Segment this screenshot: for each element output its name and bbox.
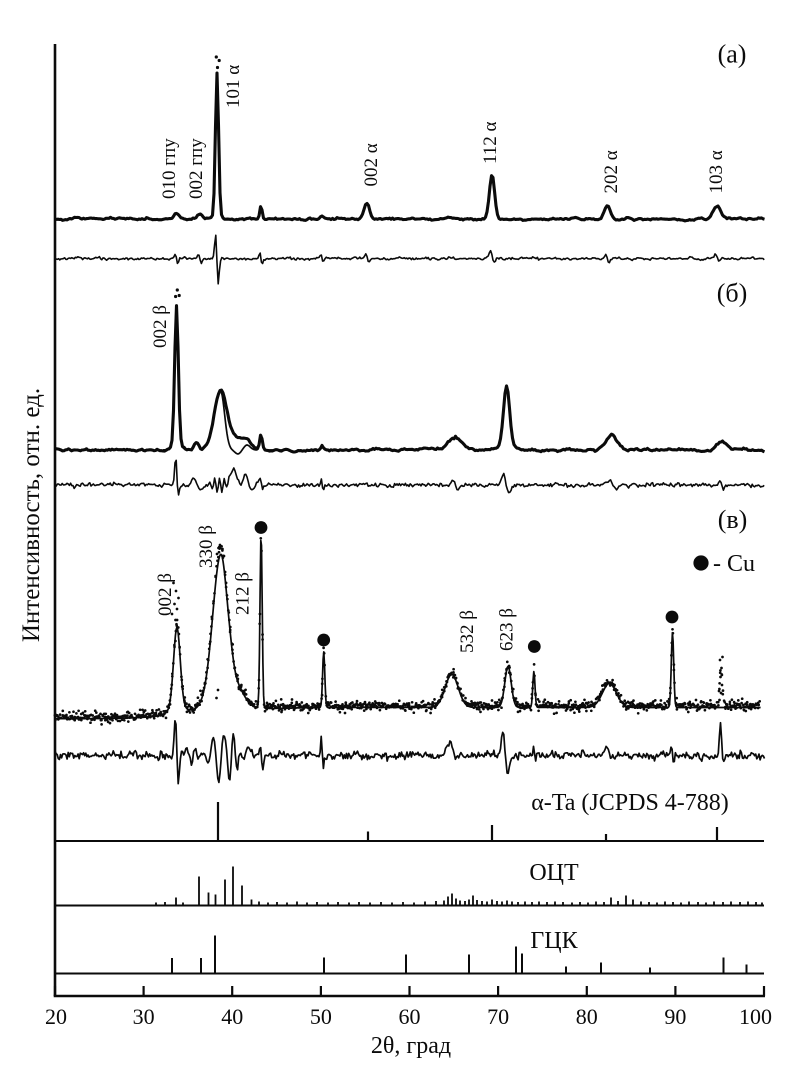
svg-text:80: 80 — [576, 1004, 598, 1029]
svg-text:100: 100 — [739, 1004, 772, 1029]
svg-text:103 α: 103 α — [706, 150, 727, 193]
svg-text:Интенсивность, отн. ед.: Интенсивность, отн. ед. — [18, 388, 45, 642]
svg-text:20: 20 — [45, 1004, 67, 1029]
svg-text:(а): (а) — [718, 40, 747, 69]
svg-text:002 β: 002 β — [155, 573, 176, 616]
svg-text:- Cu: - Cu — [713, 551, 755, 577]
svg-text:002 гпу: 002 гпу — [186, 138, 207, 199]
svg-text:202 α: 202 α — [601, 150, 622, 193]
svg-text:90: 90 — [664, 1004, 686, 1029]
svg-text:30: 30 — [133, 1004, 155, 1029]
svg-text:330 β: 330 β — [196, 525, 217, 568]
svg-text:112 α: 112 α — [480, 121, 501, 164]
svg-text:50: 50 — [310, 1004, 332, 1029]
svg-text:010 гпу: 010 гпу — [159, 138, 180, 199]
svg-text:2θ, град: 2θ, град — [371, 1033, 451, 1059]
svg-text:ОЦТ: ОЦТ — [529, 860, 579, 886]
svg-text:ГЦК: ГЦК — [530, 928, 578, 954]
svg-text:(в): (в) — [718, 505, 748, 534]
svg-text:002 β: 002 β — [150, 305, 171, 348]
svg-text:40: 40 — [221, 1004, 243, 1029]
svg-text:(б): (б) — [717, 279, 748, 308]
svg-text:101 α: 101 α — [223, 65, 244, 108]
svg-text:70: 70 — [487, 1004, 509, 1029]
svg-text:212 β: 212 β — [233, 572, 254, 615]
svg-text:α-Ta (JCPDS 4-788): α-Ta (JCPDS 4-788) — [531, 790, 729, 816]
svg-text:002 α: 002 α — [361, 143, 382, 186]
svg-text:623 β: 623 β — [497, 608, 518, 651]
svg-text:532 β: 532 β — [457, 610, 478, 653]
svg-text:60: 60 — [399, 1004, 421, 1029]
